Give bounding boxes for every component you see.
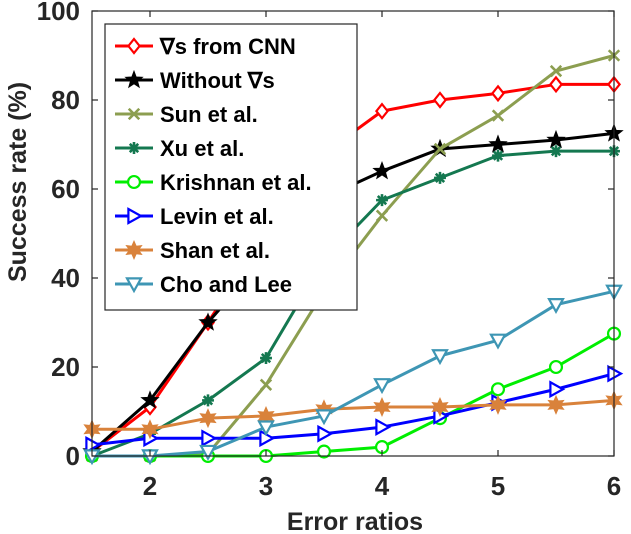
x-tick-label: 5	[491, 471, 505, 501]
x-tick-labels: 2 3 4 5 6	[143, 471, 621, 501]
legend-item-shan-et-al: Shan et al.	[115, 238, 270, 263]
legend-marker	[125, 240, 143, 260]
data-point	[546, 129, 566, 149]
series-line	[92, 398, 615, 431]
data-point	[548, 75, 564, 94]
y-axis-title: Success rate (%)	[4, 82, 32, 282]
series-levin-et-al	[85, 364, 624, 454]
series-shan-et-al	[83, 390, 623, 440]
data-point	[492, 149, 504, 162]
y-tick-label: 80	[51, 85, 80, 115]
data-point	[198, 312, 218, 331]
x-tick-label: 4	[375, 471, 390, 501]
y-tick-label: 60	[51, 174, 80, 204]
data-point	[607, 364, 624, 383]
data-point	[433, 142, 447, 156]
series-layer	[82, 49, 624, 466]
legend-label: Xu et al.	[160, 136, 244, 161]
y-tick-label: 100	[37, 0, 80, 26]
data-point	[315, 409, 333, 426]
legend-item-levin-et-al: Levin et al.	[115, 204, 274, 229]
legend-label: Shan et al.	[160, 238, 270, 263]
data-point	[317, 424, 334, 443]
data-point	[490, 382, 506, 397]
legend-item-sun-et-al: Sun et al.	[115, 102, 258, 127]
legend-marker	[127, 107, 141, 121]
legend-marker	[126, 174, 142, 190]
data-point	[432, 91, 448, 109]
data-point	[489, 394, 507, 415]
data-point	[199, 444, 217, 461]
data-point	[375, 418, 392, 436]
data-point	[202, 394, 214, 407]
x-axis-title: Error ratios	[287, 508, 423, 534]
legend-marker	[126, 37, 142, 55]
axes-frame	[91, 10, 615, 457]
data-point	[549, 380, 566, 399]
legend-item-xu-et-al: Xu et al.	[115, 136, 244, 161]
data-point	[199, 408, 217, 429]
data-point	[85, 436, 102, 454]
y-tick-labels: 0 20 40 60 80 100	[37, 0, 80, 471]
data-point	[431, 349, 449, 366]
y-tick-label: 0	[66, 441, 80, 471]
legend-marker	[125, 277, 143, 294]
data-point	[372, 161, 392, 180]
data-point	[488, 134, 508, 153]
legend-item-s-from-cnn: ∇s from CNN	[115, 34, 296, 59]
legend-label: Krishnan et al.	[160, 170, 312, 195]
legend-label: Without ∇s	[160, 68, 275, 93]
data-point	[491, 109, 505, 122]
data-point	[259, 378, 273, 391]
data-point	[260, 352, 272, 365]
legend-label: Levin et al.	[160, 204, 274, 229]
legend-marker	[124, 69, 144, 89]
data-point	[374, 102, 390, 120]
legend-item-cho-and-lee: Cho and Lee	[115, 272, 292, 297]
series-cho-and-lee	[83, 284, 623, 466]
legend: ∇s from CNN Without ∇s Sun et al. Xu et al.…	[104, 23, 358, 311]
legend-marker	[127, 207, 144, 225]
data-point	[201, 429, 218, 448]
data-point	[434, 171, 446, 184]
data-point	[489, 333, 507, 350]
data-point	[376, 194, 388, 207]
data-point	[490, 84, 506, 103]
data-point	[431, 397, 449, 418]
legend-label: ∇s from CNN	[159, 34, 296, 59]
axes	[91, 10, 615, 457]
legend-marker	[128, 142, 140, 154]
data-point	[373, 397, 391, 418]
data-point	[316, 444, 332, 459]
y-tick-label: 20	[51, 352, 80, 382]
data-point	[141, 419, 159, 440]
legend-label: Sun et al.	[160, 102, 258, 127]
data-point	[547, 394, 565, 415]
x-tick-label: 3	[259, 471, 273, 501]
data-point	[547, 298, 565, 314]
data-point	[549, 64, 563, 78]
y-tick-label: 40	[51, 263, 80, 293]
x-tick-label: 2	[143, 471, 157, 501]
data-point	[257, 420, 275, 437]
x-tick-label: 6	[607, 471, 621, 501]
data-point	[373, 378, 391, 395]
data-point	[375, 209, 389, 222]
data-point	[548, 359, 564, 375]
legend-item-without-s: Without ∇s	[115, 68, 275, 93]
legend-box	[104, 23, 358, 311]
data-point	[140, 390, 160, 409]
legend-label: Cho and Lee	[160, 272, 292, 297]
series-line	[92, 289, 615, 458]
data-point	[550, 145, 562, 158]
legend-item-krishnan-et-al: Krishnan et al.	[115, 170, 312, 195]
series-line	[91, 372, 615, 447]
